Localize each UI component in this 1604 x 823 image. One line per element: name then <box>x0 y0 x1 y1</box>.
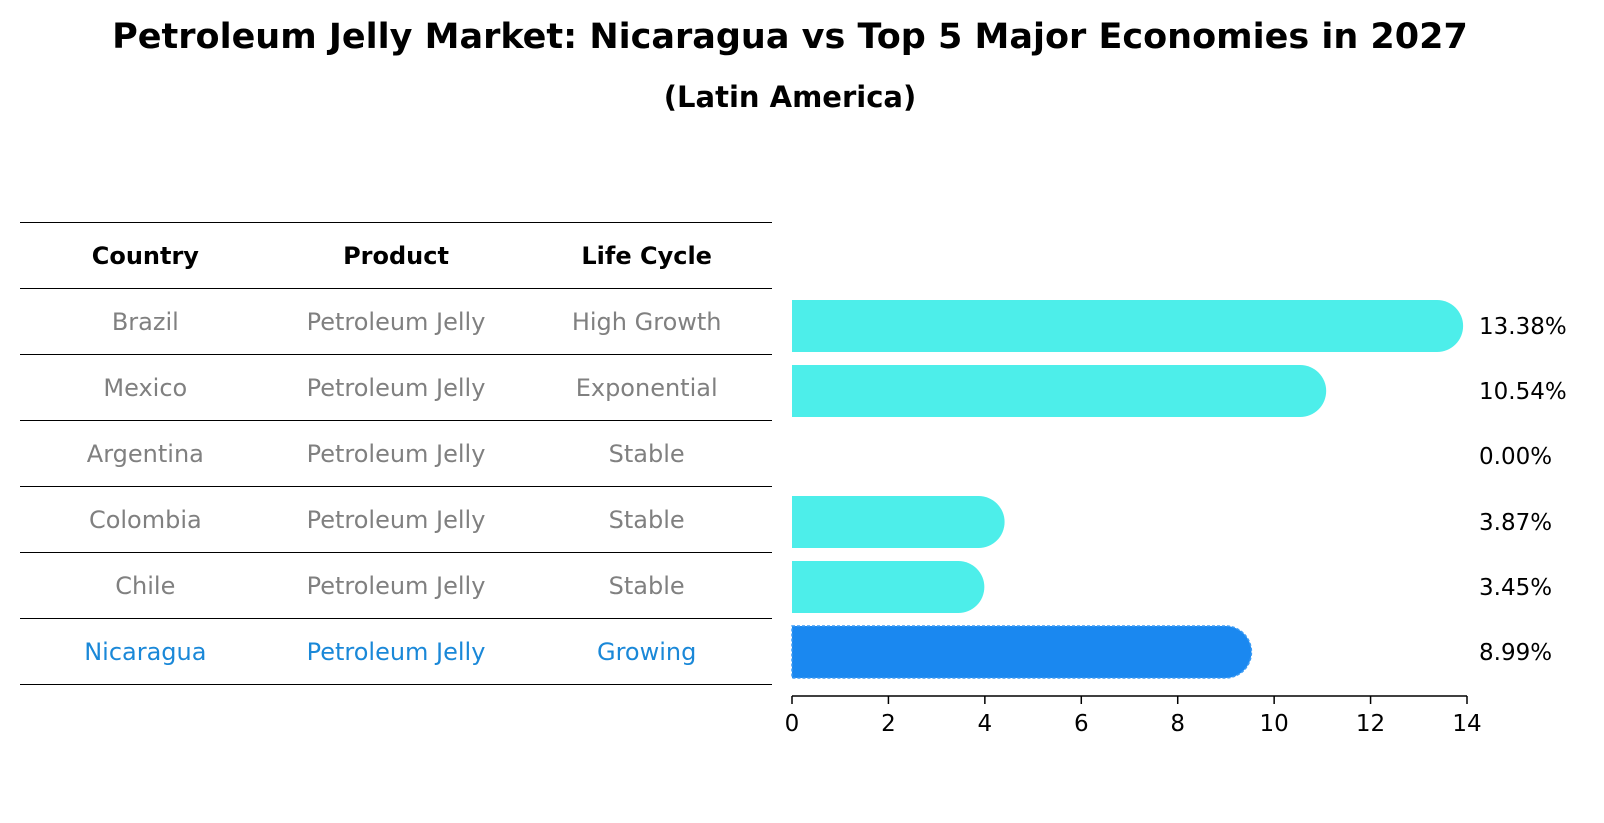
x-tick-label: 10 <box>1260 711 1289 737</box>
country-cell: Brazil <box>111 307 179 336</box>
life-cycle-cell: Stable <box>608 505 685 534</box>
x-tick-label: 0 <box>785 711 800 737</box>
life-cycle-cell: Stable <box>608 439 685 468</box>
product-cell: Petroleum Jelly <box>306 373 486 402</box>
table-row-highlight: Nicaragua Petroleum Jelly Growing <box>20 618 772 685</box>
table-row: Brazil Petroleum Jelly High Growth <box>20 288 772 354</box>
life-cycle-cell: Stable <box>608 571 685 600</box>
value-label-mexico: 10.54% <box>1479 379 1567 405</box>
x-tick-label: 4 <box>978 711 993 737</box>
table-row: Mexico Petroleum Jelly Exponential <box>20 354 772 420</box>
life-cycle-cell: High Growth <box>571 307 722 336</box>
table-row: Argentina Petroleum Jelly Stable <box>20 420 772 486</box>
product-cell: Petroleum Jelly <box>306 571 486 600</box>
value-label-brazil: 13.38% <box>1479 314 1567 340</box>
chart-title: Petroleum Jelly Market: Nicaragua vs Top… <box>112 17 1468 57</box>
bar-chile <box>792 561 985 613</box>
chart-subtitle: (Latin America) <box>663 80 917 114</box>
header-life-cycle: Life Cycle <box>581 241 712 270</box>
x-tick-label: 8 <box>1170 711 1185 737</box>
country-table: Country Product Life Cycle Brazil Petrol… <box>20 222 772 685</box>
table-header-row: Country Product Life Cycle <box>20 222 772 288</box>
product-cell: Petroleum Jelly <box>306 505 486 534</box>
x-tick-label: 2 <box>881 711 896 737</box>
product-cell: Petroleum Jelly <box>306 439 486 468</box>
product-cell: Petroleum Jelly <box>306 307 486 336</box>
table-row: Chile Petroleum Jelly Stable <box>20 552 772 618</box>
value-label-nicaragua: 8.99% <box>1479 640 1552 666</box>
bar-brazil <box>792 300 1464 352</box>
value-label-argentina: 0.00% <box>1479 444 1552 470</box>
country-cell: Chile <box>115 571 176 600</box>
value-label-chile: 3.45% <box>1479 575 1552 601</box>
product-cell: Petroleum Jelly <box>306 637 486 666</box>
x-tick-label: 12 <box>1356 711 1385 737</box>
bar-colombia <box>792 496 1005 548</box>
country-cell: Colombia <box>88 505 202 534</box>
value-label-colombia: 3.87% <box>1479 510 1552 536</box>
country-cell: Nicaragua <box>84 637 207 666</box>
header-product: Product <box>343 241 449 270</box>
country-cell: Mexico <box>103 373 188 402</box>
life-cycle-cell: Exponential <box>575 373 718 402</box>
bar-mexico <box>792 365 1327 417</box>
country-cell: Argentina <box>86 439 204 468</box>
life-cycle-cell: Growing <box>596 637 697 666</box>
table-row: Colombia Petroleum Jelly Stable <box>20 486 772 552</box>
bar-nicaragua <box>791 625 1253 679</box>
x-tick-label: 14 <box>1452 711 1481 737</box>
header-country: Country <box>91 241 199 270</box>
x-tick-label: 6 <box>1074 711 1089 737</box>
